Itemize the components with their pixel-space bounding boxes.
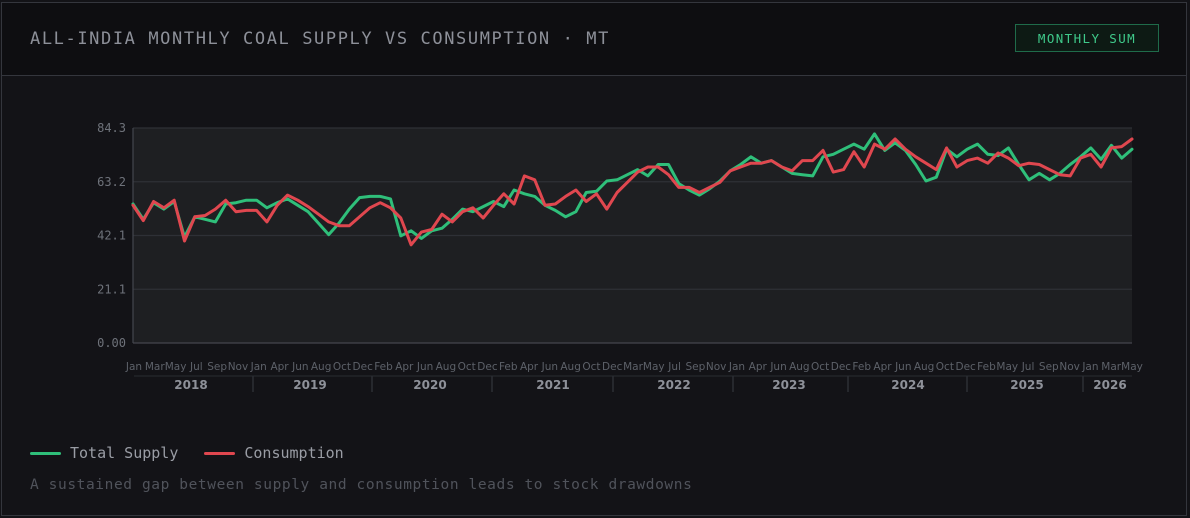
x-tick-label: May: [643, 361, 665, 373]
x-year-label: 2024: [891, 378, 924, 392]
x-tick-label: Aug: [436, 361, 457, 373]
x-tick-label: Apr: [873, 361, 892, 373]
x-tick-label: Jul: [1021, 361, 1035, 373]
x-tick-label: Oct: [811, 361, 829, 373]
x-tick-label: Sep: [685, 361, 705, 373]
x-year-label: 2018: [174, 378, 207, 392]
x-tick-label: Nov: [706, 361, 727, 373]
chart-footnote: A sustained gap between supply and consu…: [30, 477, 693, 493]
x-tick-label: Oct: [582, 361, 600, 373]
legend-label-supply: Total Supply: [70, 444, 179, 462]
x-tick-label: Jan: [1081, 361, 1098, 373]
y-tick-label: 84.3: [97, 121, 126, 135]
x-tick-label: Dec: [477, 361, 498, 373]
x-tick-label: Jun: [894, 361, 911, 373]
legend-label-consumption: Consumption: [244, 444, 344, 462]
x-tick-label: Feb: [374, 361, 393, 373]
x-tick-label: Jun: [541, 361, 558, 373]
series-line-consumption: [131, 137, 1134, 247]
x-tick-label: Mar: [623, 361, 643, 373]
x-tick-label: Feb: [499, 361, 518, 373]
y-tick-label: 42.1: [97, 229, 126, 243]
y-tick-label: 21.1: [97, 282, 126, 296]
x-year-label: 2026: [1093, 378, 1126, 392]
x-tick-label: Mar: [1101, 361, 1121, 373]
x-tick-label: Feb: [977, 361, 996, 373]
x-tick-label: Dec: [353, 361, 374, 373]
card-header: ALL-INDIA MONTHLY COAL SUPPLY VS CONSUMP…: [2, 3, 1186, 76]
x-year-label: 2020: [413, 378, 446, 392]
x-tick-label: Jan: [728, 361, 745, 373]
x-tick-label: Aug: [914, 361, 935, 373]
x-year-label: 2025: [1010, 378, 1043, 392]
x-tick-label: Jul: [189, 361, 203, 373]
x-tick-label: Aug: [560, 361, 581, 373]
x-year-label: 2021: [536, 378, 569, 392]
x-tick-label: Jun: [769, 361, 786, 373]
x-tick-label: Jan: [125, 361, 142, 373]
x-tick-label: May: [165, 361, 187, 373]
y-tick-label: 0.00: [97, 336, 126, 350]
x-tick-label: Sep: [207, 361, 227, 373]
y-tick-label: 63.2: [97, 175, 126, 189]
chart-title: ALL-INDIA MONTHLY COAL SUPPLY VS CONSUMP…: [30, 29, 610, 49]
x-tick-label: Apr: [395, 361, 414, 373]
x-tick-label: Dec: [956, 361, 977, 373]
x-tick-label: May: [1121, 361, 1143, 373]
x-tick-label: Aug: [311, 361, 332, 373]
x-tick-label: Sep: [1039, 361, 1059, 373]
x-tick-label: Mar: [145, 361, 165, 373]
x-tick-label: Jul: [667, 361, 681, 373]
x-year-label: 2023: [772, 378, 805, 392]
x-tick-label: Oct: [936, 361, 954, 373]
x-tick-label: Oct: [458, 361, 476, 373]
x-year-label: 2019: [293, 378, 326, 392]
x-tick-label: Feb: [852, 361, 871, 373]
x-tick-label: Nov: [228, 361, 249, 373]
aggregation-badge[interactable]: MONTHLY SUM: [1015, 24, 1159, 52]
x-tick-label: Jun: [291, 361, 308, 373]
x-tick-label: Oct: [333, 361, 351, 373]
x-tick-label: May: [996, 361, 1018, 373]
x-tick-label: Dec: [602, 361, 623, 373]
x-tick-label: Dec: [831, 361, 852, 373]
series-line-total-supply: [131, 132, 1134, 240]
x-tick-label: Apr: [270, 361, 289, 373]
chart-legend: Total Supply Consumption: [30, 444, 344, 462]
legend-swatch-supply: [30, 451, 61, 455]
x-tick-label: Nov: [1059, 361, 1080, 373]
x-tick-label: Aug: [789, 361, 810, 373]
x-tick-label: Apr: [520, 361, 539, 373]
x-tick-label: Apr: [749, 361, 768, 373]
x-year-label: 2022: [657, 378, 690, 392]
legend-swatch-consumption: [204, 451, 236, 455]
legend-item-consumption[interactable]: Consumption: [204, 444, 344, 462]
x-tick-label: Jun: [416, 361, 433, 373]
legend-item-total-supply[interactable]: Total Supply: [30, 444, 178, 462]
x-tick-label: Jan: [250, 361, 267, 373]
